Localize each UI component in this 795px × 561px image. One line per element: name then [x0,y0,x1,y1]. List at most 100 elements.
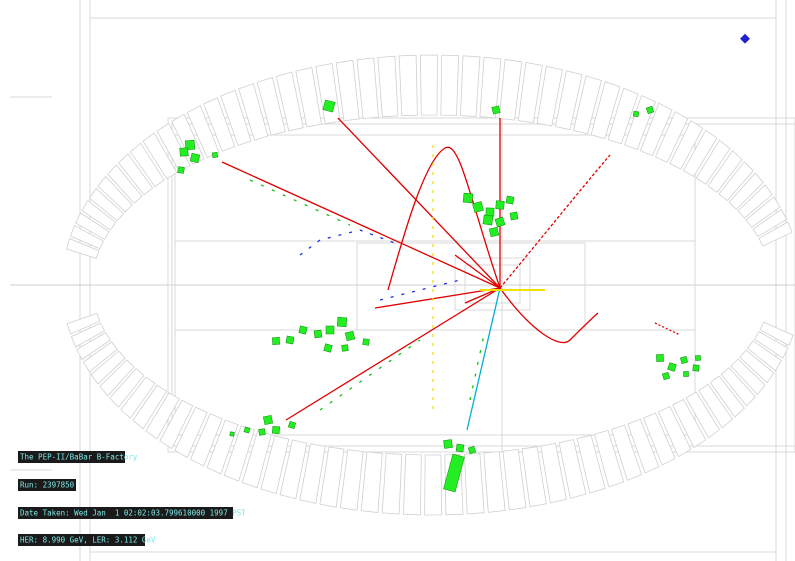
crystal-segment [739,349,775,384]
cluster [443,453,465,493]
cluster [341,344,349,352]
crystal-segment [639,102,673,157]
crystal-segment [70,322,106,348]
outline-rect [454,257,531,311]
crystal-segment [76,332,111,361]
cluster [189,152,201,164]
crystal-segment [695,139,731,185]
cluster [667,362,677,372]
cluster [462,192,474,204]
crystal-segment [502,448,527,511]
crystal-segment [156,122,191,172]
label-box [18,507,233,519]
crystal-segment [315,63,341,125]
cluster [322,99,336,113]
tracks [221,117,681,431]
crystal-segment [356,57,379,119]
crystal-segment [335,59,360,122]
crystal-segment [463,452,485,515]
crystal-segment [669,120,704,170]
outline-rect [356,242,586,331]
crystal-segment [381,453,403,515]
crystal-segment [745,196,781,228]
cluster [271,425,281,435]
crystal-segment [642,412,676,466]
crystal-segment [657,405,692,458]
crystal-segment [97,175,133,213]
cluster [455,443,465,453]
label-box [18,479,76,491]
crystal-segment [483,451,506,513]
cluster [505,195,515,205]
crystal-segment [479,56,502,119]
outline-rect [167,117,795,453]
track [654,322,681,336]
cluster [336,316,348,328]
cluster [179,147,189,157]
cluster [285,335,295,345]
crystal-segment [69,225,105,250]
crystal-segment [759,321,794,347]
crystal-segment [728,172,764,210]
crystal-segment [498,59,523,121]
crystal-segment [682,129,718,178]
crystal-segment [709,375,745,418]
cluster [298,325,308,335]
crystal-segment [752,208,788,238]
crystal-segment [88,187,125,222]
cluster [313,329,323,339]
cluster [482,214,494,226]
crystal-segment [319,446,345,508]
crystal-segment [747,340,782,372]
crystal-segment [66,238,100,259]
crystal-segment [189,413,223,467]
crystal-segment [758,221,793,247]
label-box [18,534,145,546]
track [285,287,501,421]
cluster [262,414,274,426]
crystal-segment [299,443,326,504]
crystal-segment [402,454,422,516]
crystal-segment [440,54,460,116]
crystal-segment [611,424,643,481]
crystal-segment [256,76,286,136]
crystal-segment [720,367,756,407]
track [454,254,501,289]
cluster [661,371,671,381]
crystal-segment [377,55,399,118]
crystal-segment [558,439,587,499]
crystal-segment [540,442,567,504]
cluster [683,371,689,377]
crystal-segment [174,406,208,459]
crystal-segment [295,67,322,128]
hits [249,179,486,411]
track [499,287,599,344]
outline-rect [174,134,696,436]
crystal-segment [90,350,126,385]
crystal-segment [132,384,168,430]
run-label: Run: 2397850 [20,481,75,490]
crystal-segment [398,54,418,117]
crystal-segment [120,376,156,419]
cluster [362,338,370,346]
title-label: The PEP-II/BaBar B-Factory [20,453,138,462]
cluster [695,355,701,361]
crystal-segment [707,150,743,193]
cluster [485,207,495,217]
crystal-segment [521,446,547,508]
cluster [211,151,219,159]
crystal-segment [339,449,364,511]
crystal-segment [576,434,606,494]
crystal-segment [129,142,165,188]
crystal-segment [81,200,117,231]
track [374,287,501,309]
cluster [177,166,185,174]
crystal-segment [517,62,543,124]
crystal-segment [698,383,734,429]
crystal-segment [590,81,621,140]
crystal-segment [279,439,308,500]
cluster [488,226,500,238]
crystal-segment [275,71,304,132]
